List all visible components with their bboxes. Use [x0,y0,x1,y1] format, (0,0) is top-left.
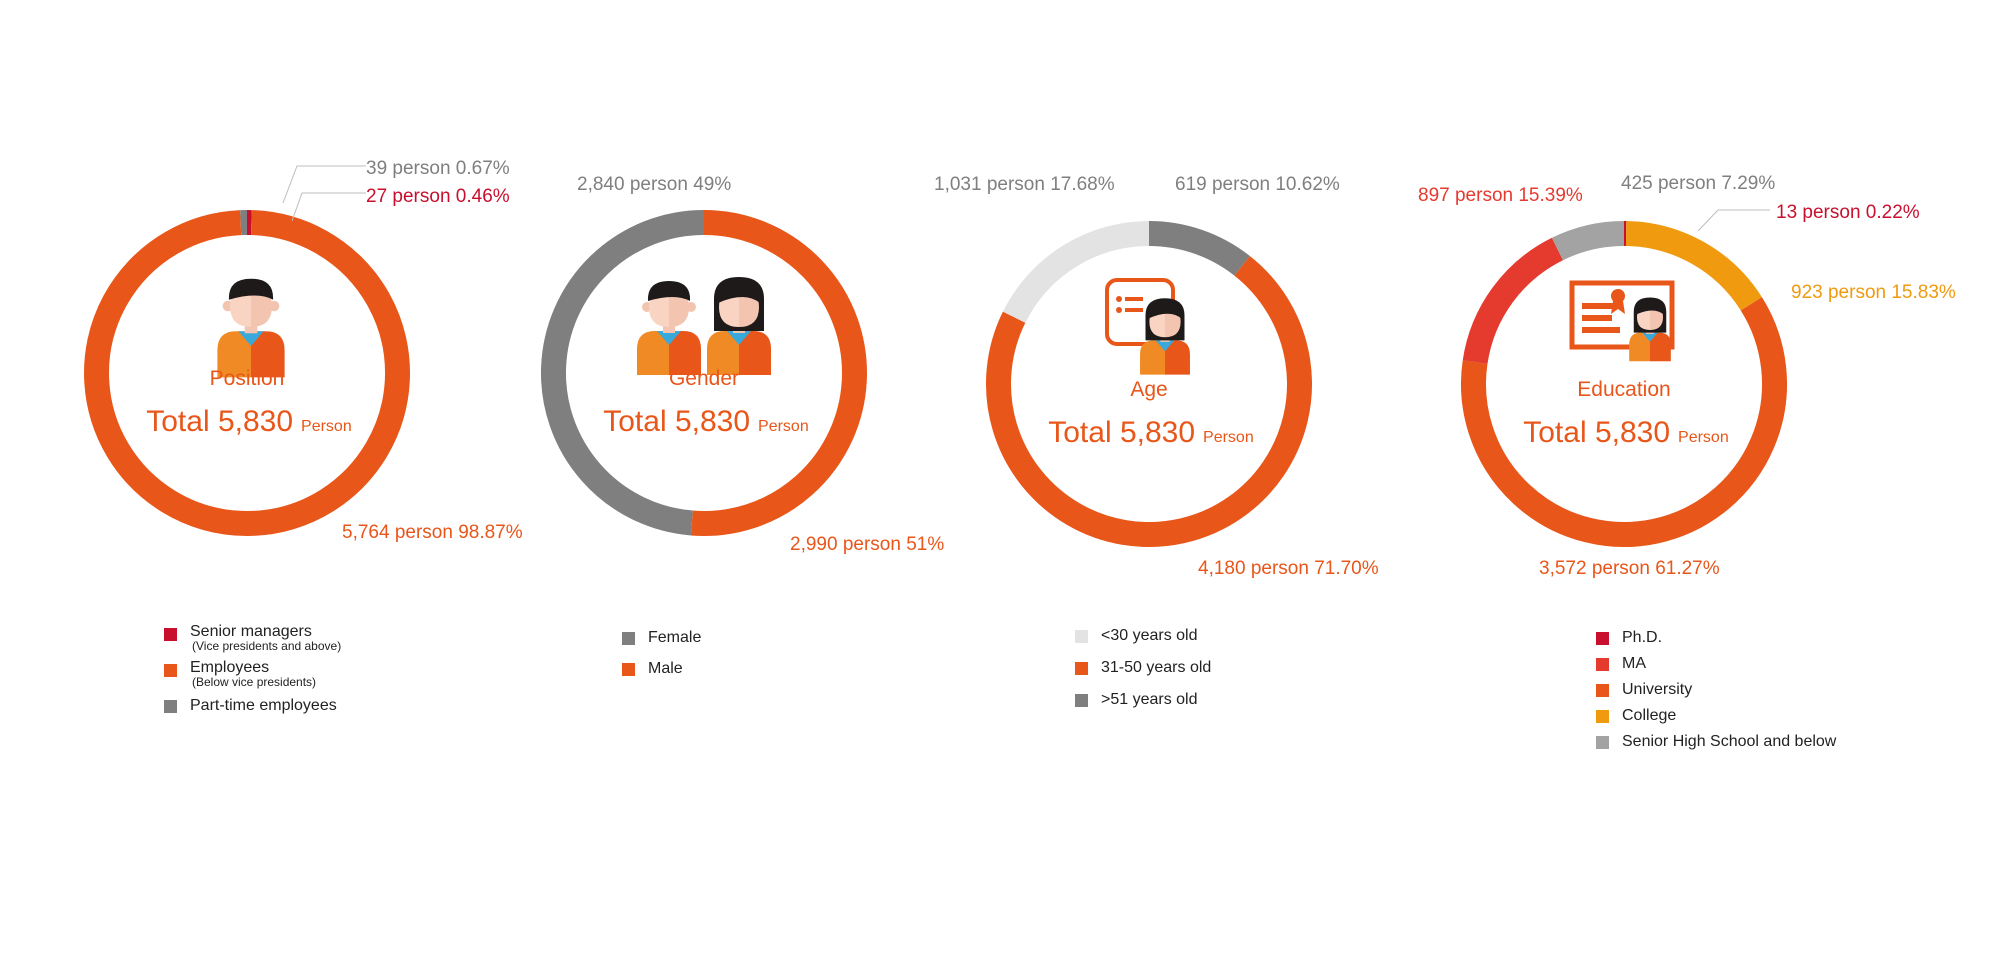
gender-slice-male [690,210,867,536]
position-legend: Senior managers (Vice presidents and abov… [164,624,341,724]
position-legend-item-part-time-employees: Part-time employees [164,696,341,716]
legend-label: Part-time employees [190,697,337,714]
legend-label: 31-50 years old [1101,659,1212,676]
position-data-label-part-time-employees: 39 person 0.67% [366,158,510,179]
age-data-label-over-51-years-old: 619 person 10.62% [1175,174,1340,195]
legend-swatch [164,664,177,677]
age-slice-over-51-years-old [1148,221,1250,276]
legend-swatch [1075,694,1088,707]
gender-slice-female [541,210,705,536]
age-data-label-under-30-years-old: 1,031 person 17.68% [934,174,1115,195]
position-leader-part-time-employees [282,165,366,204]
gender-data-label-female: 2,840 person 49% [577,174,731,195]
age-legend-item-31-50-years-old: 31-50 years old [1075,658,1211,678]
legend-swatch [164,700,177,713]
education-legend-item-university: University [1596,680,1836,700]
gender-legend-item-male: Male [622,659,701,679]
legend-swatch [1596,710,1609,723]
certificate-icon [1569,280,1675,362]
legend-label: <30 years old [1101,627,1198,644]
legend-label: Ph.D. [1622,629,1663,646]
position-data-label-employees: 5,764 person 98.87% [342,522,523,543]
legend-label: MA [1622,655,1646,672]
legend-swatch [1596,684,1609,697]
legend-swatch [1596,658,1609,671]
education-slice-university [1461,297,1787,547]
position-total: Total 5,830 Person [146,405,351,438]
education-legend: Ph.D. MA University College Senior High Scho… [1596,628,1836,758]
position-donut-chart: Position Total 5,830 Person 27 person 0.46%… [84,158,523,543]
education-data-label-university: 3,572 person 61.27% [1539,558,1720,579]
education-legend-item-ma: MA [1596,654,1836,674]
id-card-icon [1105,278,1190,375]
legend-label: College [1622,707,1677,724]
gender-legend-item-female: Female [622,628,701,648]
position-data-label-senior-managers: 27 person 0.46% [366,186,510,207]
male-female-icon [637,277,771,375]
legend-label: Male [648,660,683,677]
gender-chart-title: Gender [669,367,739,390]
education-slice-ma [1462,237,1564,365]
gender-legend: Female Male [622,628,701,690]
legend-label: Female [648,629,702,646]
education-data-label-ma: 897 person 15.39% [1418,185,1583,206]
gender-total: Total 5,830 Person [603,405,808,438]
education-total: Total 5,830 Person [1523,416,1728,449]
age-data-label-31-50-years-old: 4,180 person 71.70% [1198,558,1379,579]
position-slice-employees [84,210,411,536]
education-legend-item-ph-d: Ph.D. [1596,628,1836,648]
education-data-label-college: 923 person 15.83% [1791,282,1956,303]
legend-swatch [1075,630,1088,643]
age-slice-under-30-years-old [1002,221,1150,323]
legend-note: (Vice presidents and above) [192,639,342,653]
education-data-label-senior-high-school-and-below: 425 person 7.29% [1621,173,1775,194]
employee-icon [217,278,285,378]
legend-swatch [1075,662,1088,675]
legend-swatch [622,663,635,676]
legend-label: University [1622,681,1693,698]
legend-label: Senior High School and below [1622,733,1837,750]
legend-swatch [1596,632,1609,645]
legend-label: >51 years old [1101,691,1198,708]
position-leader-senior-managers [291,192,366,222]
gender-donut-chart: Gender Total 5,830 Person 2,990 person 51% 2… [541,174,944,555]
legend-note: (Below vice presidents) [192,675,317,689]
age-legend-item-over-51-years-old: >51 years old [1075,690,1211,710]
legend-swatch [164,628,177,641]
legend-swatch [622,632,635,645]
position-legend-item-employees: Employees (Below vice presidents) [164,660,341,688]
education-leader-ph-d [1697,209,1770,232]
education-data-label-ph-d: 13 person 0.22% [1776,202,1920,223]
education-legend-item-senior-high-school-and-below: Senior High School and below [1596,732,1836,752]
legend-label: Senior managers [190,623,312,640]
education-donut-chart: Education Total 5,830 Person 13 person 0.22… [1418,173,1956,579]
education-legend-item-college: College [1596,706,1836,726]
legend-label: Employees [190,659,270,676]
education-slice-senior-high-school-and-below [1551,221,1625,261]
gender-data-label-male: 2,990 person 51% [790,534,944,555]
age-total: Total 5,830 Person [1048,416,1253,449]
age-legend-item-under-30-years-old: <30 years old [1075,626,1211,646]
age-legend: <30 years old 31-50 years old >51 years ol… [1075,626,1211,722]
legend-swatch [1596,736,1609,749]
age-chart-title: Age [1130,378,1167,401]
position-legend-item-senior-managers: Senior managers (Vice presidents and abov… [164,624,341,652]
position-chart-title: Position [210,367,285,390]
education-slice-college [1625,221,1762,311]
education-chart-title: Education [1577,378,1670,401]
age-donut-chart: Age Total 5,830 Person 619 person 10.62% 4,1… [934,174,1379,579]
age-slice-31-50-years-old [986,255,1312,547]
